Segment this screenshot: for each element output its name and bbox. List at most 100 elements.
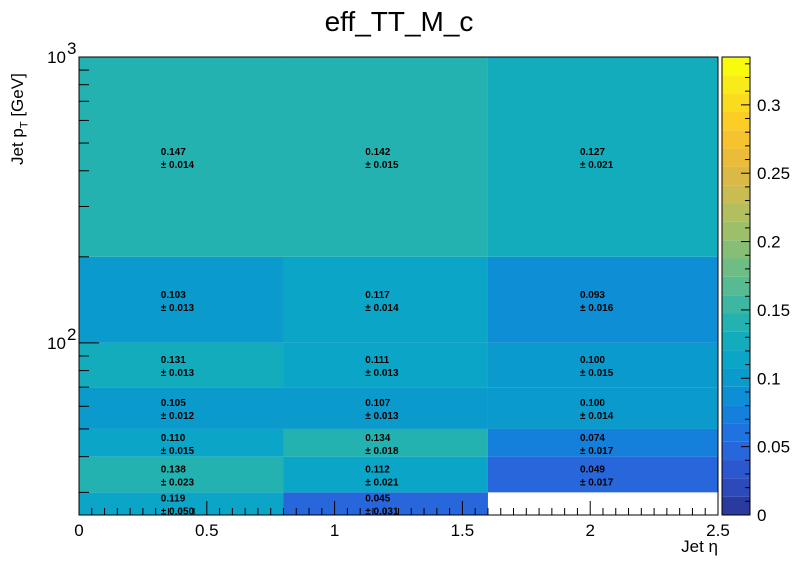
palette-swatch xyxy=(722,148,750,167)
x-axis-label: Jet η xyxy=(681,537,718,556)
cell-value: 0.110 xyxy=(161,433,186,444)
cells-layer xyxy=(79,57,718,515)
heatmap-cell xyxy=(283,456,488,493)
palette-swatch xyxy=(722,75,750,94)
cell-error: ± 0.014 xyxy=(580,411,614,422)
y-tick-label: 10 xyxy=(47,48,66,67)
heatmap-cell xyxy=(283,342,488,388)
cell-value: 0.049 xyxy=(580,465,605,476)
palette-swatch xyxy=(722,313,750,332)
cell-value: 0.093 xyxy=(580,290,605,301)
heatmap-cell xyxy=(283,57,488,257)
cell-error: ± 0.018 xyxy=(365,446,399,457)
palette-swatch xyxy=(722,166,750,186)
palette-swatch xyxy=(722,405,750,424)
cell-error: ± 0.013 xyxy=(161,303,195,314)
heatmap-cell xyxy=(79,57,284,257)
cell-value: 0.103 xyxy=(161,290,186,301)
palette-swatch xyxy=(722,258,750,277)
cell-value: 0.119 xyxy=(161,494,186,505)
palette-swatch xyxy=(722,276,750,296)
z-tick-label: 0 xyxy=(757,506,766,525)
cell-error: ± 0.013 xyxy=(365,411,399,422)
z-tick-label: 0.3 xyxy=(757,96,781,115)
heatmap-cell xyxy=(79,428,284,457)
heatmap-cell xyxy=(283,256,488,343)
palette-swatch xyxy=(722,221,750,241)
heatmap-cell xyxy=(79,342,284,388)
palette-swatch xyxy=(722,203,750,222)
z-tick-label: 0.2 xyxy=(757,233,781,252)
cell-error: ± 0.021 xyxy=(580,160,614,171)
cell-value: 0.111 xyxy=(365,355,389,366)
cell-error: ± 0.014 xyxy=(161,160,195,171)
palette-swatch xyxy=(722,93,750,112)
cell-error: ± 0.013 xyxy=(161,368,195,379)
x-tick-label: 0 xyxy=(74,521,83,540)
cell-error: ± 0.031 xyxy=(365,507,399,518)
palette-swatch xyxy=(722,295,750,314)
heatmap-cell xyxy=(283,428,488,457)
palette-swatch xyxy=(722,368,750,387)
cell-value: 0.138 xyxy=(161,465,186,476)
palette-frame xyxy=(721,56,751,516)
cell-error: ± 0.015 xyxy=(580,368,614,379)
cell-error: ± 0.014 xyxy=(365,303,399,314)
y-axis-label-unit: [GeV] xyxy=(8,73,27,117)
y-tick-exponent: 3 xyxy=(67,39,76,58)
z-tick-label: 0.05 xyxy=(757,438,790,457)
cell-value: 0.100 xyxy=(580,398,605,409)
palette-swatch xyxy=(722,185,750,204)
cell-value: 0.147 xyxy=(161,147,186,158)
x-tick-label: 1 xyxy=(330,521,339,540)
x-tick-label: 1.5 xyxy=(451,521,475,540)
heatmap-cell xyxy=(79,387,284,429)
palette-swatch xyxy=(722,386,750,406)
cell-value: 0.105 xyxy=(161,398,186,409)
y-tick-label: 10 xyxy=(47,334,66,353)
z-tick-label: 0.1 xyxy=(757,369,781,388)
cell-error: ± 0.012 xyxy=(161,411,195,422)
cell-value: 0.127 xyxy=(580,147,605,158)
palette-swatch xyxy=(722,460,750,479)
palette-swatch xyxy=(722,441,750,461)
cell-error: ± 0.015 xyxy=(161,446,195,457)
palette-swatch xyxy=(722,240,750,259)
heatmap-cell xyxy=(487,256,718,343)
cell-error: ± 0.017 xyxy=(580,478,614,489)
cell-error: ± 0.023 xyxy=(161,478,195,489)
y-axis-label: Jet pT [GeV] xyxy=(8,73,30,165)
palette-swatch xyxy=(722,478,750,497)
cell-error: ± 0.013 xyxy=(365,368,399,379)
z-tick-label: 0.25 xyxy=(757,164,790,183)
palette-swatch xyxy=(722,331,750,351)
y-axis-label-sub: T xyxy=(18,121,31,129)
cell-error: ± 0.016 xyxy=(580,303,614,314)
cell-error: ± 0.050 xyxy=(161,507,195,518)
z-tick-label: 0.15 xyxy=(757,301,790,320)
x-tick-label: 2 xyxy=(585,521,594,540)
heatmap-cell xyxy=(487,456,718,493)
cell-value: 0.107 xyxy=(365,398,390,409)
cell-value: 0.045 xyxy=(365,494,390,505)
palette-swatch xyxy=(722,350,750,369)
cell-value: 0.142 xyxy=(365,147,390,158)
palette-swatch xyxy=(722,496,750,515)
cell-value: 0.112 xyxy=(365,465,390,476)
heatmap-cell xyxy=(487,342,718,388)
heatmap-cell xyxy=(487,57,718,257)
cell-labels-layer: 0.119 ± 0.050 0.045 ± 0.031 0.138 ± 0.023 0.11… xyxy=(161,147,614,518)
cell-error: ± 0.017 xyxy=(580,446,614,457)
palette-swatch xyxy=(722,423,750,442)
cell-value: 0.131 xyxy=(161,355,186,366)
palette-swatch xyxy=(722,130,750,149)
heatmap-cell xyxy=(487,428,718,457)
cell-value: 0.117 xyxy=(365,290,390,301)
x-tick-label: 0.5 xyxy=(195,521,219,540)
cell-error: ± 0.015 xyxy=(365,160,399,171)
palette-swatch xyxy=(722,111,750,131)
chart-title: eff_TT_M_c xyxy=(324,6,474,37)
y-tick-exponent: 2 xyxy=(67,325,76,344)
